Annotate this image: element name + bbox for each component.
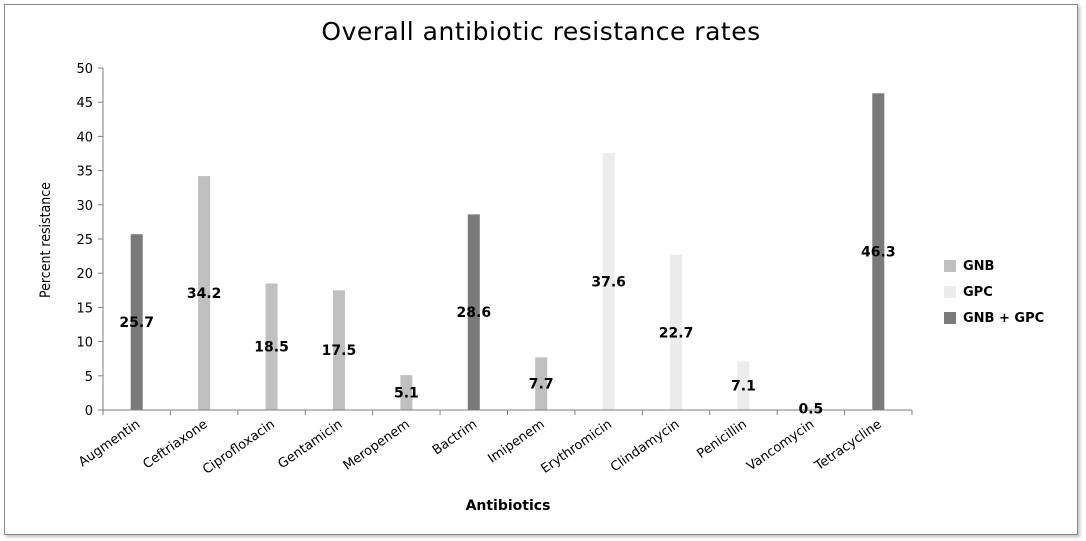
data-label-imipenem: 7.7 [529,377,554,393]
data-label-meropenem: 5.1 [394,386,419,402]
data-label-gentamicin: 17.5 [322,343,357,359]
bar-erythromicin [602,152,615,411]
data-label-tetracycline: 46.3 [861,245,896,261]
category-label-gentamicin: Gentamicin [275,417,345,472]
y-tick-label: 0 [85,404,93,419]
y-tick-label: 25 [76,233,93,248]
bar-clindamycin [670,254,683,410]
bar-bactrim [467,214,480,410]
y-tick-label: 45 [76,96,93,111]
y-axis-title: Percent resistance [38,182,54,298]
x-axis-ticks [102,410,913,415]
bar-tetracycline [872,93,885,411]
y-tick-label: 10 [76,336,93,351]
bar-ceftriaxone [198,176,211,410]
bar-gentamicin [332,290,345,410]
bar-augmentin [130,234,143,410]
legend-label: GNB + GPC [963,311,1044,326]
data-label-augmentin: 25.7 [119,315,154,331]
data-label-erythromicin: 37.6 [591,274,626,290]
category-label-clindamycin: Clindamycin [608,417,682,475]
bar-penicillin [737,361,750,410]
legend-swatch [944,286,956,298]
category-label-imipenem: Imipenem [485,417,547,467]
y-tick-label: 50 [76,62,93,77]
x-axis-category-labels: AugmentinCeftriaxoneCiprofloxacinGentami… [76,417,885,478]
legend-label: GPC [963,285,993,300]
data-label-ceftriaxone: 34.2 [187,286,222,302]
y-tick-label: 15 [76,301,93,316]
chart-title: Overall antibiotic resistance rates [321,17,760,46]
bar-imipenem [535,357,548,410]
category-label-meropenem: Meropenem [341,417,413,474]
category-label-penicillin: Penicillin [694,417,749,462]
legend-swatch [944,312,956,324]
legend: GNB GPC GNB + GPC [944,259,1044,326]
data-label-ciprofloxacin: 18.5 [254,340,289,356]
category-label-ceftriaxone: Ceftriaxone [140,417,210,472]
category-label-tetracycline: Tetracycline [812,417,885,474]
legend-swatch [944,260,956,272]
y-axis-ticks: 0 5 10 15 20 25 30 35 40 45 50 [76,62,103,419]
y-tick-label: 5 [85,370,93,385]
chart-frame [4,4,1078,535]
y-tick-label: 30 [76,199,93,214]
bar-meropenem [400,375,413,410]
bar-ciprofloxacin [265,283,278,410]
data-label-vancomycin: 0.5 [798,401,823,417]
data-labels: 25.7 34.2 18.5 17.5 5.1 28.6 7.7 37.6 22.7 7.1 0.5… [119,245,895,418]
category-label-erythromicin: Erythromicin [538,417,614,477]
y-tick-label: 35 [76,165,93,180]
bars-group [130,93,885,411]
category-label-bactrim: Bactrim [430,417,480,458]
data-label-bactrim: 28.6 [457,305,492,321]
data-label-penicillin: 7.1 [731,379,756,395]
y-tick-label: 20 [76,267,93,282]
x-axis-title: Antibiotics [466,498,551,514]
y-tick-label: 40 [76,130,93,145]
data-label-clindamycin: 22.7 [659,325,694,341]
category-label-vancomycin: Vancomycin [744,417,817,474]
bar-vancomycin [804,406,817,410]
legend-label: GNB [963,259,994,274]
category-label-ciprofloxacin: Ciprofloxacin [200,417,278,478]
category-label-augmentin: Augmentin [76,417,143,470]
